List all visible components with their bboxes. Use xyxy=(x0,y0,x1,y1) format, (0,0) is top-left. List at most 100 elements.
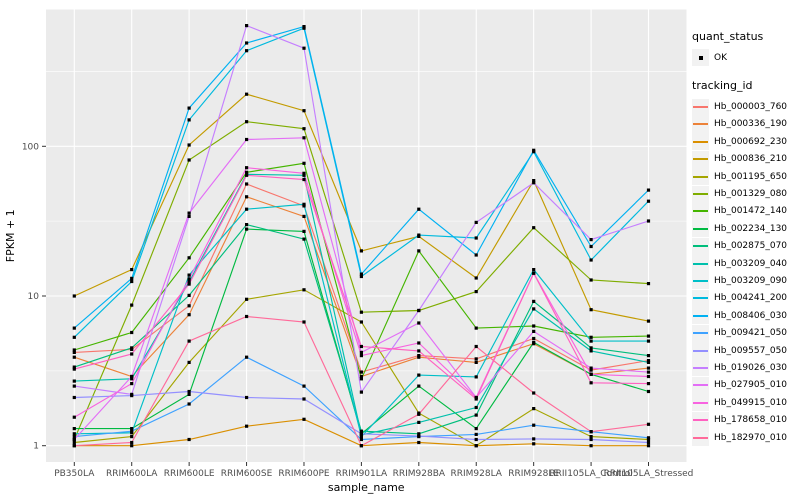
line-swatch-icon xyxy=(693,366,708,369)
legend-item: Hb_009557_050 xyxy=(692,342,788,360)
legend-label: Hb_001472_140 xyxy=(714,206,788,217)
data-point-marker xyxy=(187,143,191,147)
data-point-marker xyxy=(532,226,536,230)
series-points xyxy=(72,24,651,448)
data-point-marker xyxy=(417,432,421,436)
data-point-marker xyxy=(417,233,421,237)
data-point-marker xyxy=(474,375,478,379)
legend-label: Hb_003209_040 xyxy=(714,258,788,269)
legend-item: Hb_002234_130 xyxy=(692,220,788,238)
data-point-marker xyxy=(646,382,651,386)
data-point-marker xyxy=(302,136,306,140)
line-swatch-icon xyxy=(693,140,708,143)
data-point-marker xyxy=(589,346,593,350)
data-point-marker xyxy=(302,288,306,292)
data-point-marker xyxy=(130,330,134,335)
data-point-marker xyxy=(646,354,651,358)
legend-key xyxy=(692,307,709,325)
data-point-marker xyxy=(589,381,593,385)
data-point-marker xyxy=(245,166,249,170)
legend-title-tracking-id: tracking_id xyxy=(692,79,753,93)
data-point-marker xyxy=(187,273,191,277)
line-swatch-icon xyxy=(693,106,708,109)
legend-item: Hb_000692_230 xyxy=(692,133,787,151)
data-point-marker xyxy=(130,429,134,433)
data-point-marker xyxy=(302,109,306,113)
legend-item: Hb_019026_030 xyxy=(692,359,788,377)
data-point-marker xyxy=(187,392,191,396)
legend-key xyxy=(692,98,709,116)
data-point-marker xyxy=(359,249,363,253)
legend-item: Hb_008406_030 xyxy=(692,307,787,325)
y-axis-title: FPKM + 1 xyxy=(4,209,17,262)
data-point-marker xyxy=(532,407,536,411)
legend-label: Hb_009421_050 xyxy=(714,328,788,339)
data-point-marker xyxy=(72,437,76,442)
legend-label: Hb_182970_010 xyxy=(714,432,788,443)
data-point-marker xyxy=(245,173,249,177)
legend-label: Hb_019026_030 xyxy=(714,362,788,373)
data-point-marker xyxy=(245,137,249,142)
data-point-marker xyxy=(302,177,306,182)
legend-label: Hb_003209_090 xyxy=(714,275,788,286)
legend-key xyxy=(692,324,709,342)
data-point-marker xyxy=(532,391,536,395)
data-point-marker xyxy=(130,377,134,381)
data-point-marker xyxy=(245,395,249,400)
data-point-marker xyxy=(245,207,249,211)
legend-key xyxy=(692,289,709,307)
legend-label: Hb_001329_080 xyxy=(714,189,788,200)
data-point-marker xyxy=(130,444,134,448)
data-point-marker xyxy=(187,256,191,260)
legend-label: Hb_000836_210 xyxy=(714,154,788,165)
x-tick-label: RRIM901LA xyxy=(336,469,388,479)
data-point-marker xyxy=(245,24,249,28)
data-point-marker xyxy=(187,214,191,218)
line-swatch-icon xyxy=(693,332,708,335)
data-point-marker xyxy=(646,219,651,223)
legend-key xyxy=(692,237,709,255)
data-point-marker xyxy=(187,402,191,406)
x-tick-label: PB350LA xyxy=(54,469,95,479)
data-point-marker xyxy=(245,227,249,231)
data-point-marker xyxy=(532,307,536,311)
legend-key xyxy=(692,342,709,360)
data-point-marker xyxy=(72,335,76,339)
line-swatch-icon xyxy=(693,279,708,282)
data-point-marker xyxy=(532,324,536,328)
data-point-marker xyxy=(245,195,249,199)
data-point-marker xyxy=(532,148,536,152)
data-point-marker xyxy=(187,339,191,343)
data-point-marker xyxy=(646,334,651,338)
data-point-marker xyxy=(646,440,651,445)
data-point-marker xyxy=(474,326,478,330)
x-tick-label: RRIM600PE xyxy=(278,469,330,479)
data-point-marker xyxy=(474,276,478,280)
data-point-marker xyxy=(302,202,306,206)
data-point-marker xyxy=(417,440,421,445)
line-swatch-icon xyxy=(693,419,708,422)
line-swatch-icon xyxy=(693,314,708,317)
data-point-marker xyxy=(474,357,478,361)
data-point-marker xyxy=(72,444,76,448)
data-point-marker xyxy=(646,444,651,448)
data-point-marker xyxy=(187,106,191,110)
tick-labels: 1 10 100 PB350LA RRIM600LA RRIM600LE RRIM600SE… xyxy=(22,142,694,479)
data-point-marker xyxy=(417,420,421,424)
legend-label: Hb_009557_050 xyxy=(714,345,788,356)
y-tick-label: 100 xyxy=(22,142,39,152)
line-swatch-icon xyxy=(693,401,708,404)
data-point-marker xyxy=(474,413,478,417)
legend-item: Hb_182970_010 xyxy=(692,429,787,446)
legend-key xyxy=(692,272,709,290)
data-point-marker xyxy=(359,310,363,314)
data-point-marker xyxy=(187,158,191,162)
legend-item: Hb_000836_210 xyxy=(692,150,788,168)
data-point-marker xyxy=(417,308,421,313)
data-point-marker xyxy=(417,412,421,416)
data-point-marker xyxy=(532,442,536,446)
data-point-marker xyxy=(359,320,363,324)
data-point-marker xyxy=(532,329,536,333)
legend-label: Hb_002234_130 xyxy=(714,223,788,234)
